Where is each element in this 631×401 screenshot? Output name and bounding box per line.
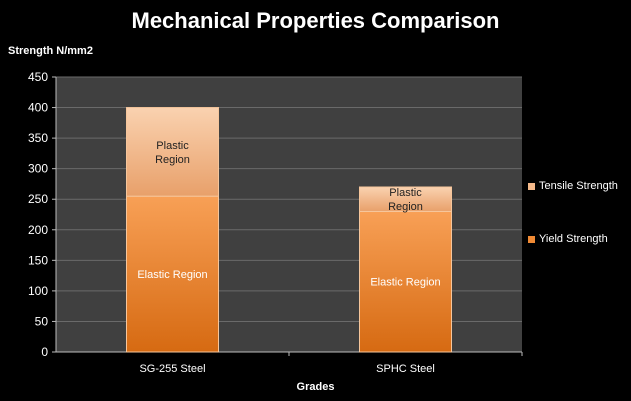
data-label: Elastic Region [370, 277, 440, 289]
legend-item-yield-strength: Yield Strength [528, 233, 608, 245]
data-label: Region [388, 201, 423, 213]
y-tick-label: 150 [28, 253, 48, 267]
legend-label-yield-strength: Yield Strength [539, 233, 608, 246]
chart-title: Mechanical Properties Comparison [131, 8, 500, 33]
y-tick-label: 200 [28, 223, 48, 237]
y-tick-label: 450 [28, 70, 48, 84]
bar-yield-1 [359, 210, 452, 353]
y-tick-label: 400 [28, 101, 48, 115]
bar-tensile-0 [126, 107, 219, 197]
data-label: Plastic [389, 187, 422, 199]
legend-swatch-tensile-strength [528, 182, 535, 190]
bar-yield-0 [126, 195, 219, 353]
x-tick-label: SPHC Steel [376, 363, 435, 375]
y-axis-label: Strength N/mm2 [8, 45, 93, 57]
x-axis-ticks: SG-255 Steel SPHC Steel [139, 352, 523, 375]
bars: Elastic Region Plastic Region Elastic Regio… [126, 107, 452, 353]
y-tick-label: 250 [28, 192, 48, 206]
bar-tensile-1 [359, 186, 452, 212]
data-label: Elastic Region [137, 269, 207, 281]
y-tick-label: 0 [41, 345, 48, 359]
x-axis-label: Grades [296, 381, 335, 393]
data-label: Region [155, 154, 190, 166]
y-tick-label: 300 [28, 162, 48, 176]
legend-label-tensile-strength: Tensile Strength [539, 180, 618, 193]
plot-area [56, 77, 522, 352]
y-tick-label: 50 [35, 314, 49, 328]
legend-item-tensile-strength: Tensile Strength [528, 180, 618, 192]
x-tick-label: SG-255 Steel [139, 363, 205, 375]
legend-swatch-yield-strength [528, 235, 535, 243]
data-label: Plastic [156, 140, 189, 152]
y-tick-label: 350 [28, 131, 48, 145]
y-tick-label: 100 [28, 284, 48, 298]
